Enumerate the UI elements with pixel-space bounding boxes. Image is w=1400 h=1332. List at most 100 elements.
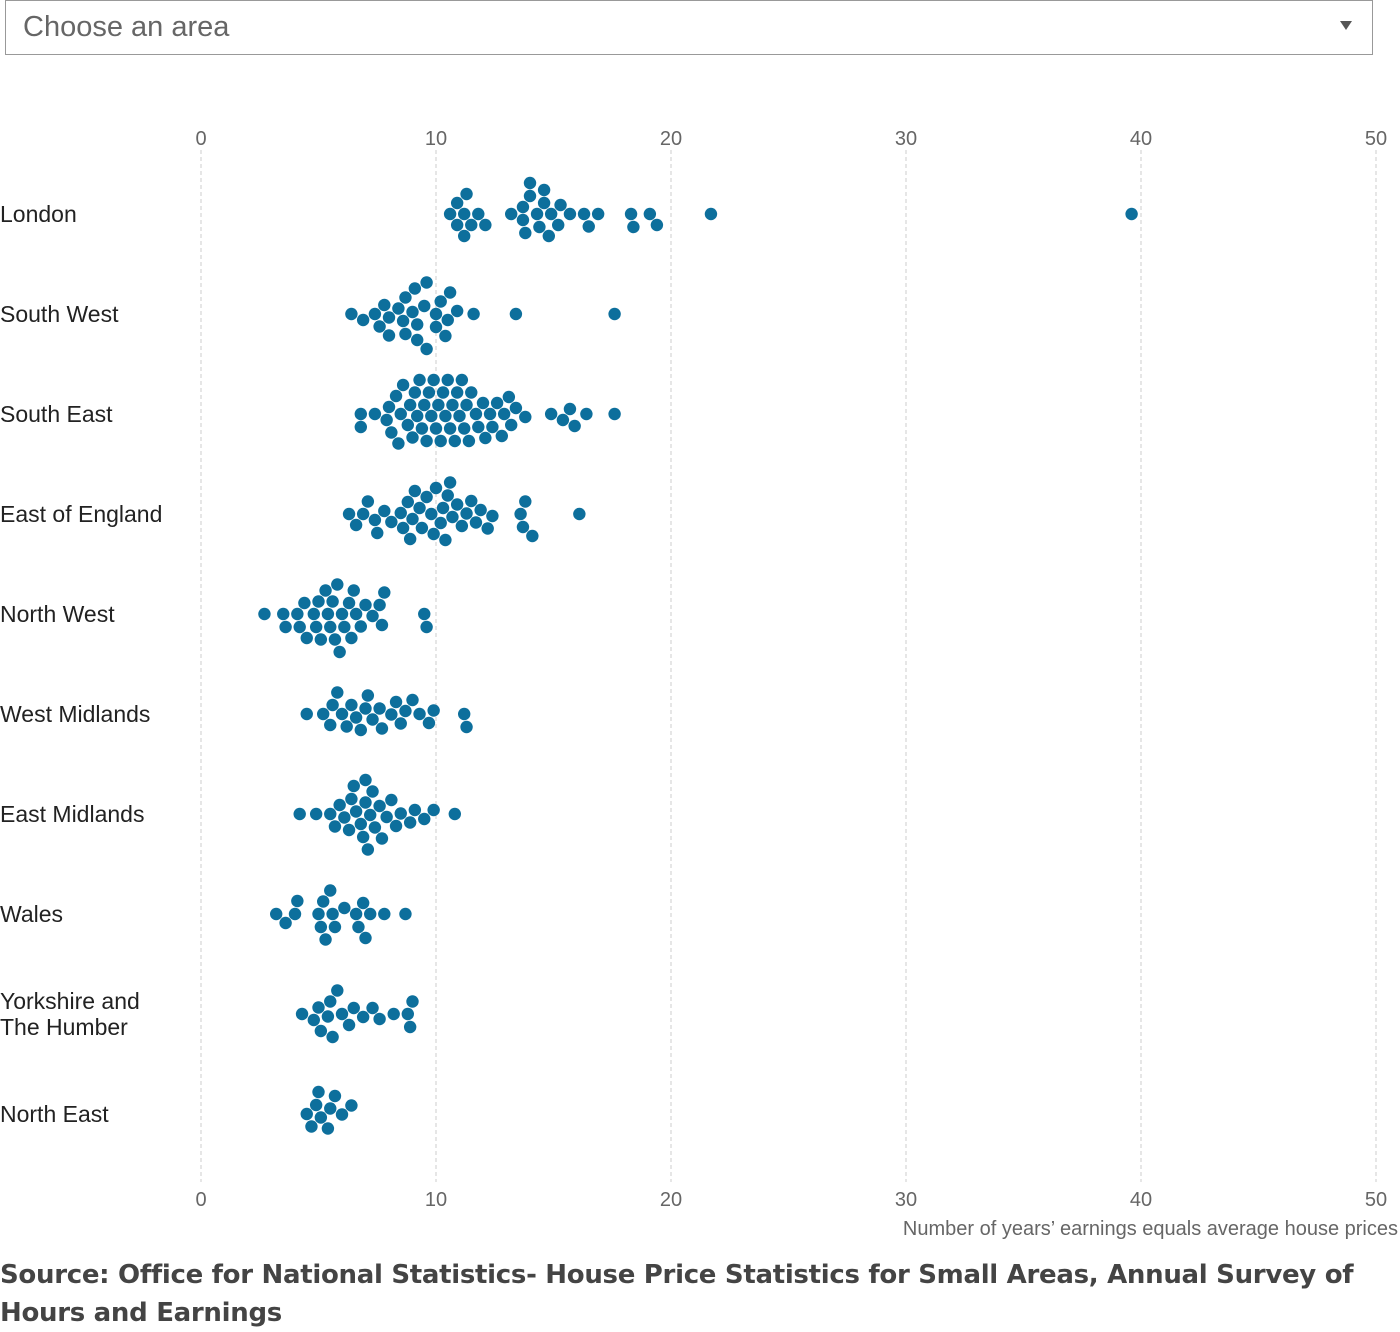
source: Source: Office for National Statistics- …	[0, 1260, 1354, 1328]
dot	[312, 595, 325, 608]
dot	[312, 907, 325, 921]
dot	[335, 707, 349, 721]
dot	[434, 516, 447, 530]
dot	[396, 521, 410, 535]
dot	[258, 607, 271, 621]
region-label: West Midlands	[0, 701, 151, 727]
dot	[361, 495, 375, 508]
dot	[577, 207, 591, 221]
dot	[460, 187, 473, 201]
dot	[523, 176, 537, 190]
dot	[455, 373, 469, 387]
dot	[509, 307, 523, 321]
dot	[608, 407, 621, 421]
dot	[399, 907, 412, 921]
dot	[279, 620, 292, 634]
dot	[389, 695, 403, 709]
dot	[300, 631, 313, 645]
dot	[380, 810, 393, 824]
dot	[427, 527, 440, 541]
dot	[411, 318, 424, 331]
dot	[458, 207, 471, 221]
dot	[458, 229, 471, 243]
dot	[380, 413, 393, 427]
dot	[563, 402, 577, 416]
region-label: East of England	[0, 501, 163, 527]
dot	[385, 426, 398, 439]
dot	[356, 896, 370, 910]
dot	[436, 501, 450, 515]
dot	[650, 218, 664, 232]
dot	[453, 409, 466, 423]
dot	[368, 307, 382, 321]
dot	[474, 503, 487, 517]
dot	[387, 1007, 400, 1021]
dot	[443, 476, 457, 489]
dot	[352, 920, 365, 934]
dot	[418, 299, 431, 313]
dot	[422, 386, 436, 399]
dot	[338, 811, 351, 824]
dot	[425, 409, 438, 423]
area-dropdown[interactable]: Choose an area	[5, 0, 1373, 55]
dot	[382, 400, 396, 414]
dot	[406, 693, 419, 707]
dot	[460, 507, 473, 520]
dot	[347, 779, 360, 793]
dot	[298, 596, 311, 610]
dot	[328, 920, 342, 934]
dot	[516, 213, 530, 227]
dot	[523, 189, 537, 203]
dot	[420, 490, 433, 504]
dot	[544, 207, 558, 221]
dot	[408, 484, 422, 498]
dot	[328, 633, 342, 646]
dot	[429, 422, 443, 435]
dot	[342, 507, 356, 521]
dot	[312, 1085, 325, 1099]
dot	[324, 718, 337, 732]
x-tick-label-top: 50	[1365, 128, 1387, 150]
dot	[314, 1111, 328, 1124]
dot	[568, 419, 581, 433]
dot	[413, 373, 426, 387]
dot	[324, 807, 337, 821]
region-label: Yorkshire and The Humber	[0, 988, 140, 1040]
x-tick-label-bottom: 30	[895, 1189, 917, 1210]
dot	[406, 995, 419, 1008]
dot	[317, 707, 330, 721]
dot	[434, 295, 447, 308]
dot	[347, 584, 360, 597]
dot	[342, 1018, 356, 1032]
dot	[497, 407, 511, 421]
dot	[373, 1012, 386, 1026]
dot	[373, 598, 386, 612]
dot	[401, 1007, 414, 1021]
dot	[394, 407, 407, 421]
dot	[406, 431, 419, 444]
dot	[331, 686, 344, 699]
dot	[326, 907, 339, 921]
region-label: North East	[0, 1101, 109, 1127]
dot	[495, 429, 508, 443]
dot	[420, 620, 433, 634]
dot	[443, 286, 457, 299]
dot	[450, 498, 464, 511]
region-label: East Midlands	[0, 801, 145, 827]
dot	[552, 218, 565, 232]
dot	[537, 196, 551, 210]
dot	[349, 805, 363, 818]
dot	[356, 830, 370, 844]
dot	[591, 207, 605, 221]
dot	[519, 226, 532, 240]
dot	[307, 607, 320, 621]
dot	[563, 207, 577, 221]
dot	[314, 1024, 328, 1038]
dot	[291, 894, 304, 908]
dot	[345, 1099, 358, 1112]
dot	[516, 520, 530, 534]
dot	[342, 823, 356, 837]
dot	[309, 620, 323, 634]
dot	[345, 631, 358, 645]
